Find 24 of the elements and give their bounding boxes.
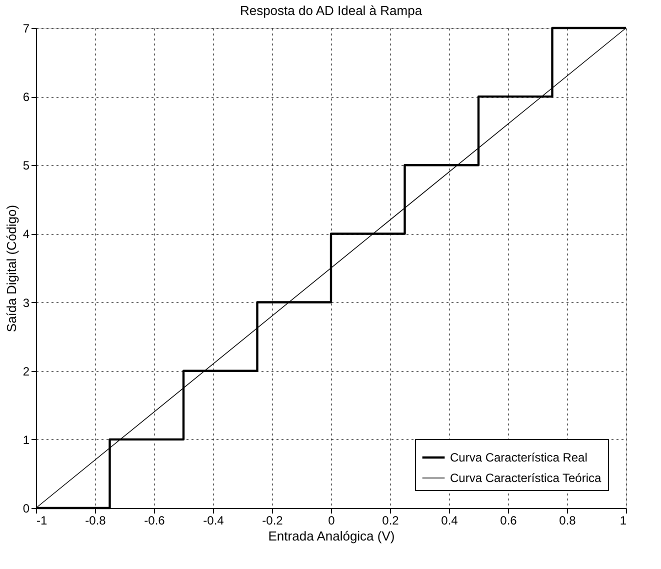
y-tick-label: 7 bbox=[22, 22, 30, 36]
x-tick-label: 0.2 bbox=[382, 514, 400, 528]
x-tick-label: 0.4 bbox=[441, 514, 458, 528]
x-tick-label: -0.8 bbox=[85, 514, 106, 528]
y-tick-label: 5 bbox=[22, 158, 30, 173]
y-tick-label: 4 bbox=[22, 227, 30, 242]
chart-title: Resposta do AD Ideal à Rampa bbox=[240, 3, 423, 18]
x-tick-label: -0.2 bbox=[262, 514, 284, 528]
y-tick-label: 2 bbox=[22, 364, 30, 378]
x-tick-label: 0.8 bbox=[559, 514, 576, 528]
x-tick-label: -0.6 bbox=[144, 514, 166, 528]
legend-label: Curva Característica Teórica bbox=[450, 471, 602, 485]
y-tick-label: 0 bbox=[22, 502, 30, 516]
x-tick-label: 0.6 bbox=[500, 514, 518, 528]
x-tick-label: -0.4 bbox=[203, 514, 224, 528]
x-tick-label: 1 bbox=[620, 514, 627, 528]
y-tick-label: 3 bbox=[22, 296, 30, 310]
legend-label: Curva Característica Real bbox=[450, 450, 588, 464]
x-tick-label: -1 bbox=[36, 514, 48, 528]
y-tick-label: 6 bbox=[22, 90, 30, 104]
y-tick-label: 1 bbox=[22, 432, 30, 447]
x-tick-label: 0 bbox=[328, 514, 336, 528]
y-axis-title: Saída Digital (Código) bbox=[4, 204, 19, 332]
x-axis-title: Entrada Analógica (V) bbox=[268, 528, 395, 544]
